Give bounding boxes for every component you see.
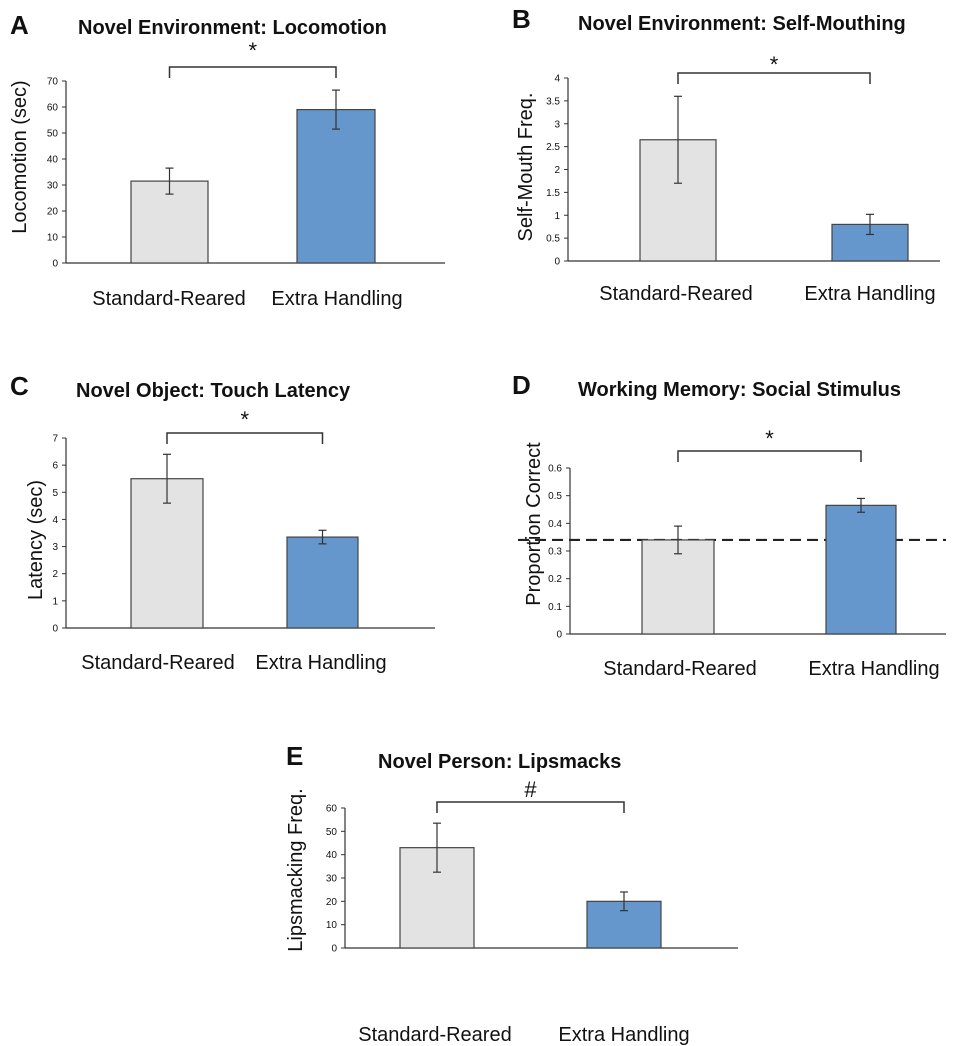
panel-d-letter: D bbox=[512, 370, 531, 400]
y-axis-label: Proportion Correct bbox=[523, 442, 545, 606]
y-tick-label: 0 bbox=[52, 259, 58, 270]
chart-title: Novel Object: Touch Latency bbox=[76, 380, 351, 402]
y-tick-label: 60 bbox=[47, 103, 59, 114]
y-axis-label: Locomotion (sec) bbox=[9, 80, 31, 233]
panel-c-letter: C bbox=[10, 371, 29, 401]
x-category-label: Extra Handling bbox=[804, 283, 935, 305]
y-tick-label: 30 bbox=[47, 181, 59, 192]
chart-title: Working Memory: Social Stimulus bbox=[578, 379, 901, 401]
x-category-label: Extra Handling bbox=[558, 1024, 689, 1046]
y-tick-label: 0 bbox=[52, 624, 58, 635]
significance-marker: * bbox=[770, 52, 779, 77]
x-category-label: Standard-Reared bbox=[603, 658, 756, 680]
panel-a-chart: A Novel Environment: Locomotion Locomotion… bbox=[9, 10, 445, 310]
y-tick-label: 70 bbox=[47, 77, 59, 88]
x-category-label: Standard-Reared bbox=[81, 652, 234, 674]
x-category-label: Extra Handling bbox=[255, 652, 386, 674]
significance-bracket bbox=[168, 66, 337, 78]
bar-standard-reared bbox=[641, 539, 715, 635]
y-tick-label: 10 bbox=[47, 233, 59, 244]
y-tick-label: 60 bbox=[326, 804, 338, 815]
bar-extra-handling bbox=[296, 108, 376, 264]
significance-marker: # bbox=[524, 777, 537, 802]
y-tick-label: 0 bbox=[554, 257, 560, 268]
significance-bracket bbox=[436, 801, 625, 813]
significance-marker: * bbox=[765, 426, 774, 451]
y-tick-label: 30 bbox=[326, 874, 338, 885]
panel-d-chart: D Working Memory: Social Stimulus Proporti… bbox=[512, 370, 946, 680]
y-tick-label: 3 bbox=[554, 119, 560, 130]
significance-bracket bbox=[166, 432, 324, 444]
chart-title: Novel Environment: Locomotion bbox=[78, 17, 387, 39]
y-tick-label: 4 bbox=[554, 74, 560, 85]
y-tick-label: 40 bbox=[47, 155, 59, 166]
significance-bracket bbox=[677, 450, 862, 462]
panel-e-letter: E bbox=[286, 741, 303, 771]
panel-c-chart: C Novel Object: Touch Latency Latency (sec… bbox=[10, 371, 435, 674]
x-category-label: Extra Handling bbox=[271, 288, 402, 310]
significance-marker: * bbox=[248, 38, 257, 63]
y-tick-label: 20 bbox=[47, 207, 59, 218]
y-axis-label: Latency (sec) bbox=[25, 480, 47, 600]
chart-title: Novel Person: Lipsmacks bbox=[378, 751, 621, 773]
y-tick-label: 10 bbox=[326, 920, 338, 931]
y-tick-label: 2 bbox=[52, 569, 58, 580]
panel-b-letter: B bbox=[512, 4, 531, 34]
y-tick-label: 0.5 bbox=[546, 234, 560, 245]
y-tick-label: 3.5 bbox=[546, 96, 560, 107]
chart-title: Novel Environment: Self-Mouthing bbox=[578, 13, 906, 35]
y-tick-label: 50 bbox=[47, 129, 59, 140]
panel-e-chart: E Novel Person: Lipsmacks Lipsmacking Freq… bbox=[285, 741, 738, 1046]
panel-b-chart: B Novel Environment: Self-Mouthing Self-Mo… bbox=[512, 4, 940, 305]
y-tick-label: 0.3 bbox=[548, 547, 562, 558]
y-tick-label: 3 bbox=[52, 542, 58, 553]
y-tick-label: 2 bbox=[554, 165, 560, 176]
y-tick-label: 6 bbox=[52, 461, 58, 472]
panel-a-letter: A bbox=[10, 10, 29, 40]
y-tick-label: 0.6 bbox=[548, 464, 562, 475]
y-tick-label: 1 bbox=[52, 596, 58, 607]
x-category-label: Standard-Reared bbox=[92, 288, 245, 310]
y-tick-label: 0.5 bbox=[548, 491, 562, 502]
y-tick-label: 0 bbox=[331, 944, 337, 955]
y-tick-label: 50 bbox=[326, 827, 338, 838]
y-tick-label: 2.5 bbox=[546, 142, 560, 153]
y-tick-label: 20 bbox=[326, 897, 338, 908]
x-category-label: Extra Handling bbox=[808, 658, 939, 680]
significance-bracket bbox=[677, 72, 871, 84]
x-category-label: Standard-Reared bbox=[599, 283, 752, 305]
y-tick-label: 1.5 bbox=[546, 188, 560, 199]
y-tick-label: 1 bbox=[554, 211, 560, 222]
y-tick-label: 7 bbox=[52, 434, 58, 445]
bar-extra-handling bbox=[825, 504, 897, 635]
y-tick-label: 0.2 bbox=[548, 574, 562, 585]
y-axis-label: Self-Mouth Freq. bbox=[515, 93, 537, 242]
y-tick-label: 5 bbox=[52, 488, 58, 499]
y-tick-label: 0.4 bbox=[548, 519, 562, 530]
y-axis-label: Lipsmacking Freq. bbox=[285, 788, 307, 951]
y-tick-label: 4 bbox=[52, 515, 58, 526]
x-category-label: Standard-Reared bbox=[358, 1024, 511, 1046]
y-tick-label: 0.1 bbox=[548, 602, 562, 613]
y-tick-label: 40 bbox=[326, 850, 338, 861]
bar-extra-handling bbox=[286, 536, 359, 629]
significance-marker: * bbox=[240, 407, 249, 432]
y-tick-label: 0 bbox=[556, 630, 562, 641]
